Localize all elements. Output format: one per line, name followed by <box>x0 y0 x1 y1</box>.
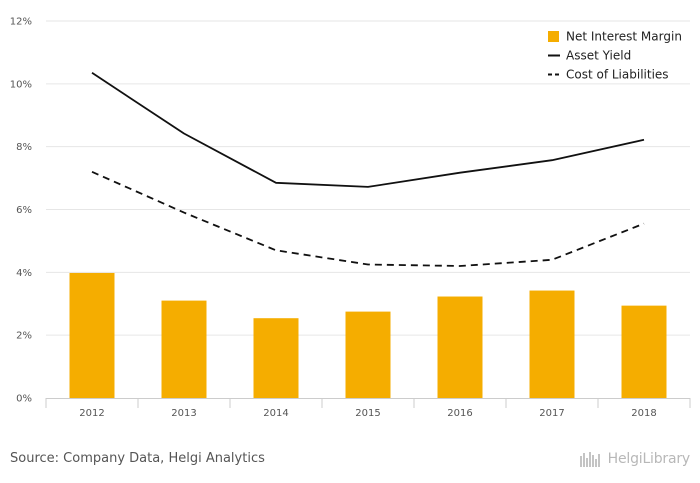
y-tick-label: 12% <box>10 17 32 28</box>
axes: 0% 2% 4% 6% 8% 10% 12% 2012 2013 2014 2015 2016 2017… <box>10 17 691 419</box>
bar-2016 <box>437 296 483 398</box>
bar-2014 <box>253 318 299 398</box>
bar-2018 <box>621 305 667 398</box>
line-cost-of-liabilities <box>91 170 645 267</box>
legend-label: Asset Yield <box>566 49 631 63</box>
source-note: Source: Company Data, Helgi Analytics <box>10 451 265 466</box>
chart: 0% 2% 4% 6% 8% 10% 12% 2012 2013 2014 2015 2016 2017… <box>10 17 691 419</box>
legend-label: Net Interest Margin <box>566 30 682 44</box>
x-tick-label: 2015 <box>355 408 380 419</box>
y-tick-label: 6% <box>16 205 32 216</box>
gridlines <box>46 20 690 336</box>
y-tick-label: 8% <box>16 142 32 153</box>
library-icon <box>579 452 600 467</box>
bar-2017 <box>529 290 575 398</box>
line-series <box>91 72 645 267</box>
bar-2012 <box>69 272 115 398</box>
x-tick-label: 2017 <box>539 408 564 419</box>
x-tick-label: 2014 <box>263 408 288 419</box>
brand-name: HelgiLibrary <box>607 451 691 467</box>
x-tick-label: 2016 <box>447 408 472 419</box>
y-tick-label: 4% <box>16 268 32 279</box>
y-tick-label: 10% <box>10 79 32 90</box>
bar-series-net-interest-margin <box>69 272 667 398</box>
x-tick-label: 2013 <box>171 408 196 419</box>
bar-2013 <box>161 300 207 398</box>
y-tick-label: 0% <box>16 394 32 405</box>
x-tick-label: 2012 <box>79 408 104 419</box>
brand-logo: HelgiLibrary <box>579 450 690 468</box>
line-asset-yield <box>91 72 645 188</box>
x-tick-label: 2018 <box>631 408 656 419</box>
legend-swatch-bar <box>548 31 559 42</box>
y-tick-label: 2% <box>16 331 32 342</box>
legend-label: Cost of Liabilities <box>566 68 669 82</box>
bar-2015 <box>345 311 391 398</box>
legend: Net Interest Margin Asset Yield Cost of Li… <box>548 30 682 82</box>
